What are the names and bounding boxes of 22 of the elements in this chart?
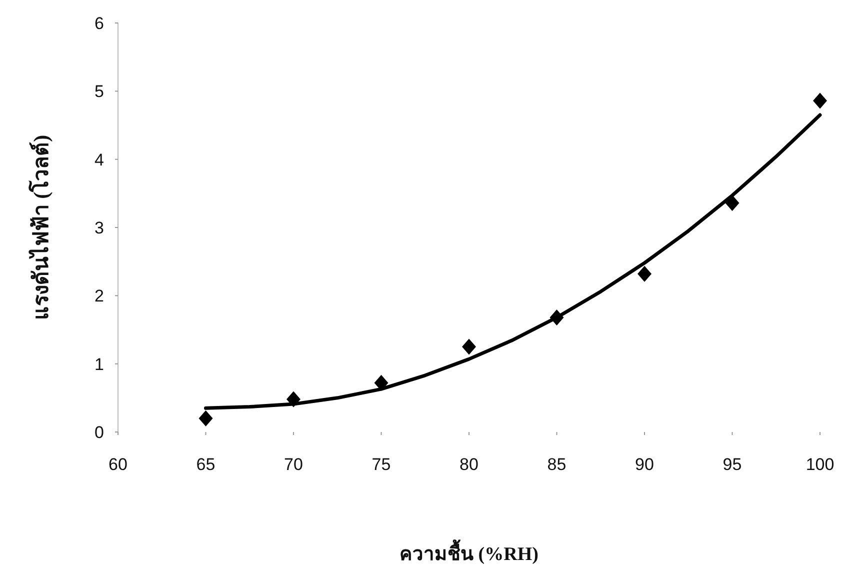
x-tick-label: 75 [372, 455, 391, 474]
y-tick-label: 0 [94, 423, 104, 442]
x-tick-label: 65 [196, 455, 216, 474]
point [638, 266, 652, 282]
point [462, 338, 476, 355]
x-tick-label: 60 [108, 455, 128, 474]
x-tick-label: 70 [284, 455, 303, 474]
y-tick-label: 4 [94, 150, 104, 170]
y-axis-title: แรงดันไฟฟ้า (โวลต์) [28, 134, 53, 320]
point [813, 92, 827, 109]
x-tick-label: 80 [460, 455, 478, 474]
x-tick-label: 90 [635, 455, 654, 474]
y-tick-label: 6 [94, 14, 104, 33]
y-tick-label: 1 [94, 354, 104, 374]
x-axis-title: ความชื้น (%RH) [400, 539, 538, 565]
y-tick-label: 5 [94, 82, 104, 102]
y-tick-label: 3 [94, 218, 104, 238]
point [198, 410, 213, 426]
y-tick-label: 2 [94, 286, 104, 306]
x-tick-label: 95 [722, 455, 742, 474]
x-tick-label: 100 [806, 455, 834, 474]
x-tick-label: 85 [547, 455, 566, 474]
